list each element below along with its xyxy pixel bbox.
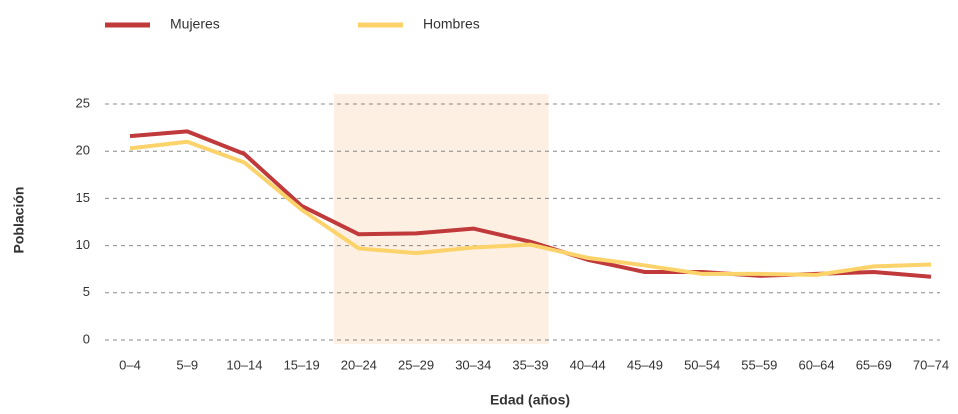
series-line: [129, 139, 932, 277]
x-tick-label: 5–9: [176, 357, 198, 372]
y-tick-label: 15: [76, 190, 90, 205]
x-tick-label: 55–59: [741, 357, 777, 372]
x-tick-label: 50–54: [684, 357, 720, 372]
y-tick-label: 5: [83, 284, 90, 299]
y-tick-label: 10: [76, 237, 90, 252]
highlight-band: [333, 94, 549, 344]
x-tick-label: 40–44: [570, 357, 606, 372]
y-tick-label: 25: [76, 95, 90, 110]
x-tick-label: 25–29: [398, 357, 434, 372]
y-tick-label: 20: [76, 143, 90, 158]
x-axis-title: Edad (años): [490, 392, 570, 408]
x-tick-label: 35–39: [512, 357, 548, 372]
x-tick-label: 60–64: [798, 357, 834, 372]
x-tick-label: 15–19: [284, 357, 320, 372]
x-tick-label: 70–74: [913, 357, 949, 372]
x-tick-label: 10–14: [226, 357, 262, 372]
x-tick-label: 45–49: [627, 357, 663, 372]
x-tick-label: 0–4: [119, 357, 141, 372]
x-tick-label: 65–69: [856, 357, 892, 372]
x-tick-label: 30–34: [455, 357, 491, 372]
legend-label: Hombres: [423, 16, 480, 32]
y-axis-title: Población: [11, 187, 27, 254]
x-tick-label: 20–24: [341, 357, 377, 372]
y-tick-label: 0: [83, 331, 90, 346]
legend-label: Mujeres: [170, 16, 220, 32]
